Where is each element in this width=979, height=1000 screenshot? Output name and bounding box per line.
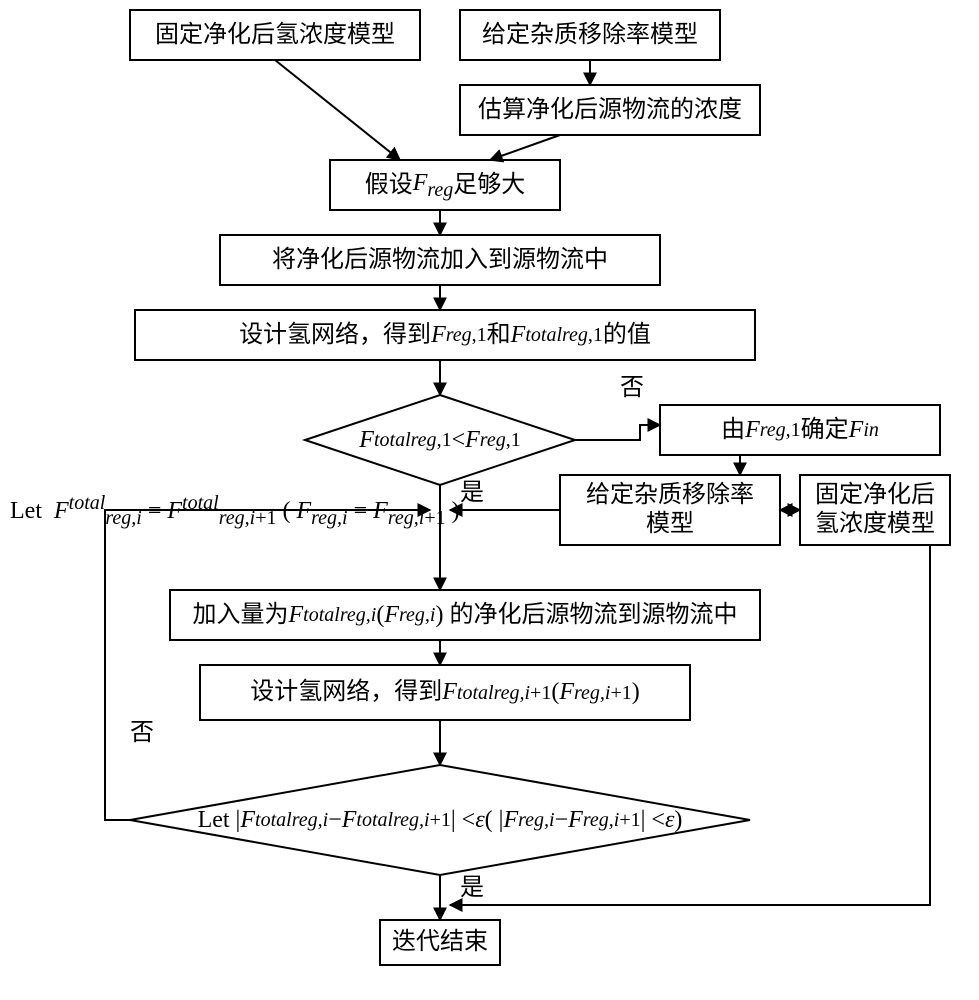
node-label-n5: 将净化后源物流加入到源物流中 — [220, 235, 660, 285]
node-n8: 给定杂质移除率模型 — [560, 475, 780, 545]
node-n7: 由 Freg,1 确定 Fin — [660, 405, 940, 455]
node-label-n4: 假设 Freg 足够大 — [330, 160, 560, 210]
edge-label: 是 — [460, 875, 484, 901]
node-label-n6: 设计氢网络，得到 Freg,1 和 Ftotalreg,1 的值 — [135, 310, 755, 360]
node-label-n7: 由 Freg,1 确定 Fin — [660, 405, 940, 455]
edge-d1-n7 — [575, 425, 660, 440]
node-d2: Let |Ftotalreg,i − Ftotalreg,i+1| < ε ( … — [130, 765, 750, 875]
node-label-n2: 给定杂质移除率模型 — [460, 10, 720, 60]
node-label-n11: 设计氢网络，得到 Ftotalreg,i+1 (Freg,i+1) — [200, 665, 690, 720]
node-n3: 估算净化后源物流的浓度 — [460, 85, 760, 135]
free-label: Let Ftotalreg,i = Ftotalreg,i+1 ( Freg,i… — [10, 492, 480, 530]
node-label-n1: 固定净化后氢浓度模型 — [130, 10, 420, 60]
edge-label: 否 — [130, 720, 154, 746]
node-n9: 固定净化后氢浓度模型 — [800, 475, 950, 545]
node-n5: 将净化后源物流加入到源物流中 — [220, 235, 660, 285]
node-label-n9: 固定净化后氢浓度模型 — [800, 475, 950, 545]
node-n11: 设计氢网络，得到 Ftotalreg,i+1 (Freg,i+1) — [200, 665, 690, 720]
node-label-n8: 给定杂质移除率模型 — [560, 475, 780, 545]
edge-n3-n4 — [490, 135, 560, 160]
edge-label: 否 — [620, 375, 644, 401]
edge-n1-n4 — [275, 60, 400, 160]
node-label-n10: 加入量为Ftotalreg,i (Freg,i) 的净化后源物流到源物流中 — [170, 590, 760, 640]
node-label-d2: Let |Ftotalreg,i − Ftotalreg,i+1| < ε ( … — [130, 765, 750, 875]
node-n2: 给定杂质移除率模型 — [460, 10, 720, 60]
node-n10: 加入量为Ftotalreg,i (Freg,i) 的净化后源物流到源物流中 — [170, 590, 760, 640]
node-label-d1: Ftotalreg,1 < Freg,1 — [305, 395, 575, 485]
node-n12: 迭代结束 — [380, 920, 500, 965]
node-d1: Ftotalreg,1 < Freg,1 — [305, 395, 575, 485]
node-n1: 固定净化后氢浓度模型 — [130, 10, 420, 60]
node-n6: 设计氢网络，得到 Freg,1 和 Ftotalreg,1 的值 — [135, 310, 755, 360]
node-n4: 假设 Freg 足够大 — [330, 160, 560, 210]
node-label-n3: 估算净化后源物流的浓度 — [460, 85, 760, 135]
node-label-n12: 迭代结束 — [380, 920, 500, 965]
